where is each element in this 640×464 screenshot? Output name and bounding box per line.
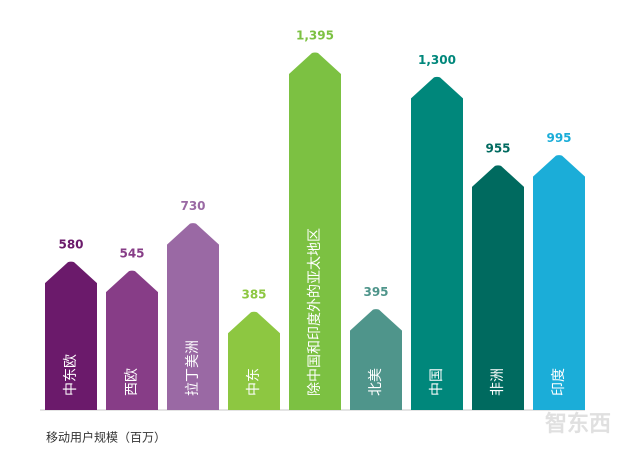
category-label: 非洲 bbox=[490, 368, 506, 396]
category-label: 中东欧 bbox=[63, 354, 79, 396]
value-label: 395 bbox=[363, 285, 388, 299]
value-label: 385 bbox=[241, 288, 266, 302]
bar bbox=[167, 223, 219, 410]
watermark: 智东西 bbox=[545, 411, 611, 437]
category-label: 除中国和印度外的亚太地区 bbox=[307, 228, 323, 396]
value-label: 580 bbox=[58, 238, 83, 252]
category-label: 北美 bbox=[368, 368, 384, 396]
value-label: 995 bbox=[546, 131, 571, 145]
category-label: 拉丁美洲 bbox=[185, 340, 201, 396]
bar bbox=[350, 309, 402, 410]
value-label: 730 bbox=[180, 199, 205, 213]
bar bbox=[411, 76, 463, 410]
x-axis-label: 移动用户规模（百万） bbox=[46, 430, 166, 445]
bar bbox=[472, 165, 524, 410]
bar bbox=[45, 261, 97, 410]
category-label: 印度 bbox=[551, 368, 567, 396]
value-label: 1,395 bbox=[296, 29, 334, 43]
category-label: 中国 bbox=[429, 368, 445, 396]
bar bbox=[228, 311, 280, 410]
category-label: 中东 bbox=[246, 368, 262, 396]
category-label: 西欧 bbox=[124, 368, 140, 396]
value-label: 955 bbox=[485, 141, 510, 155]
value-label: 1,300 bbox=[418, 53, 456, 67]
bar bbox=[533, 155, 585, 410]
value-label: 545 bbox=[119, 247, 144, 261]
bar bbox=[106, 270, 158, 410]
bar bbox=[289, 52, 341, 410]
